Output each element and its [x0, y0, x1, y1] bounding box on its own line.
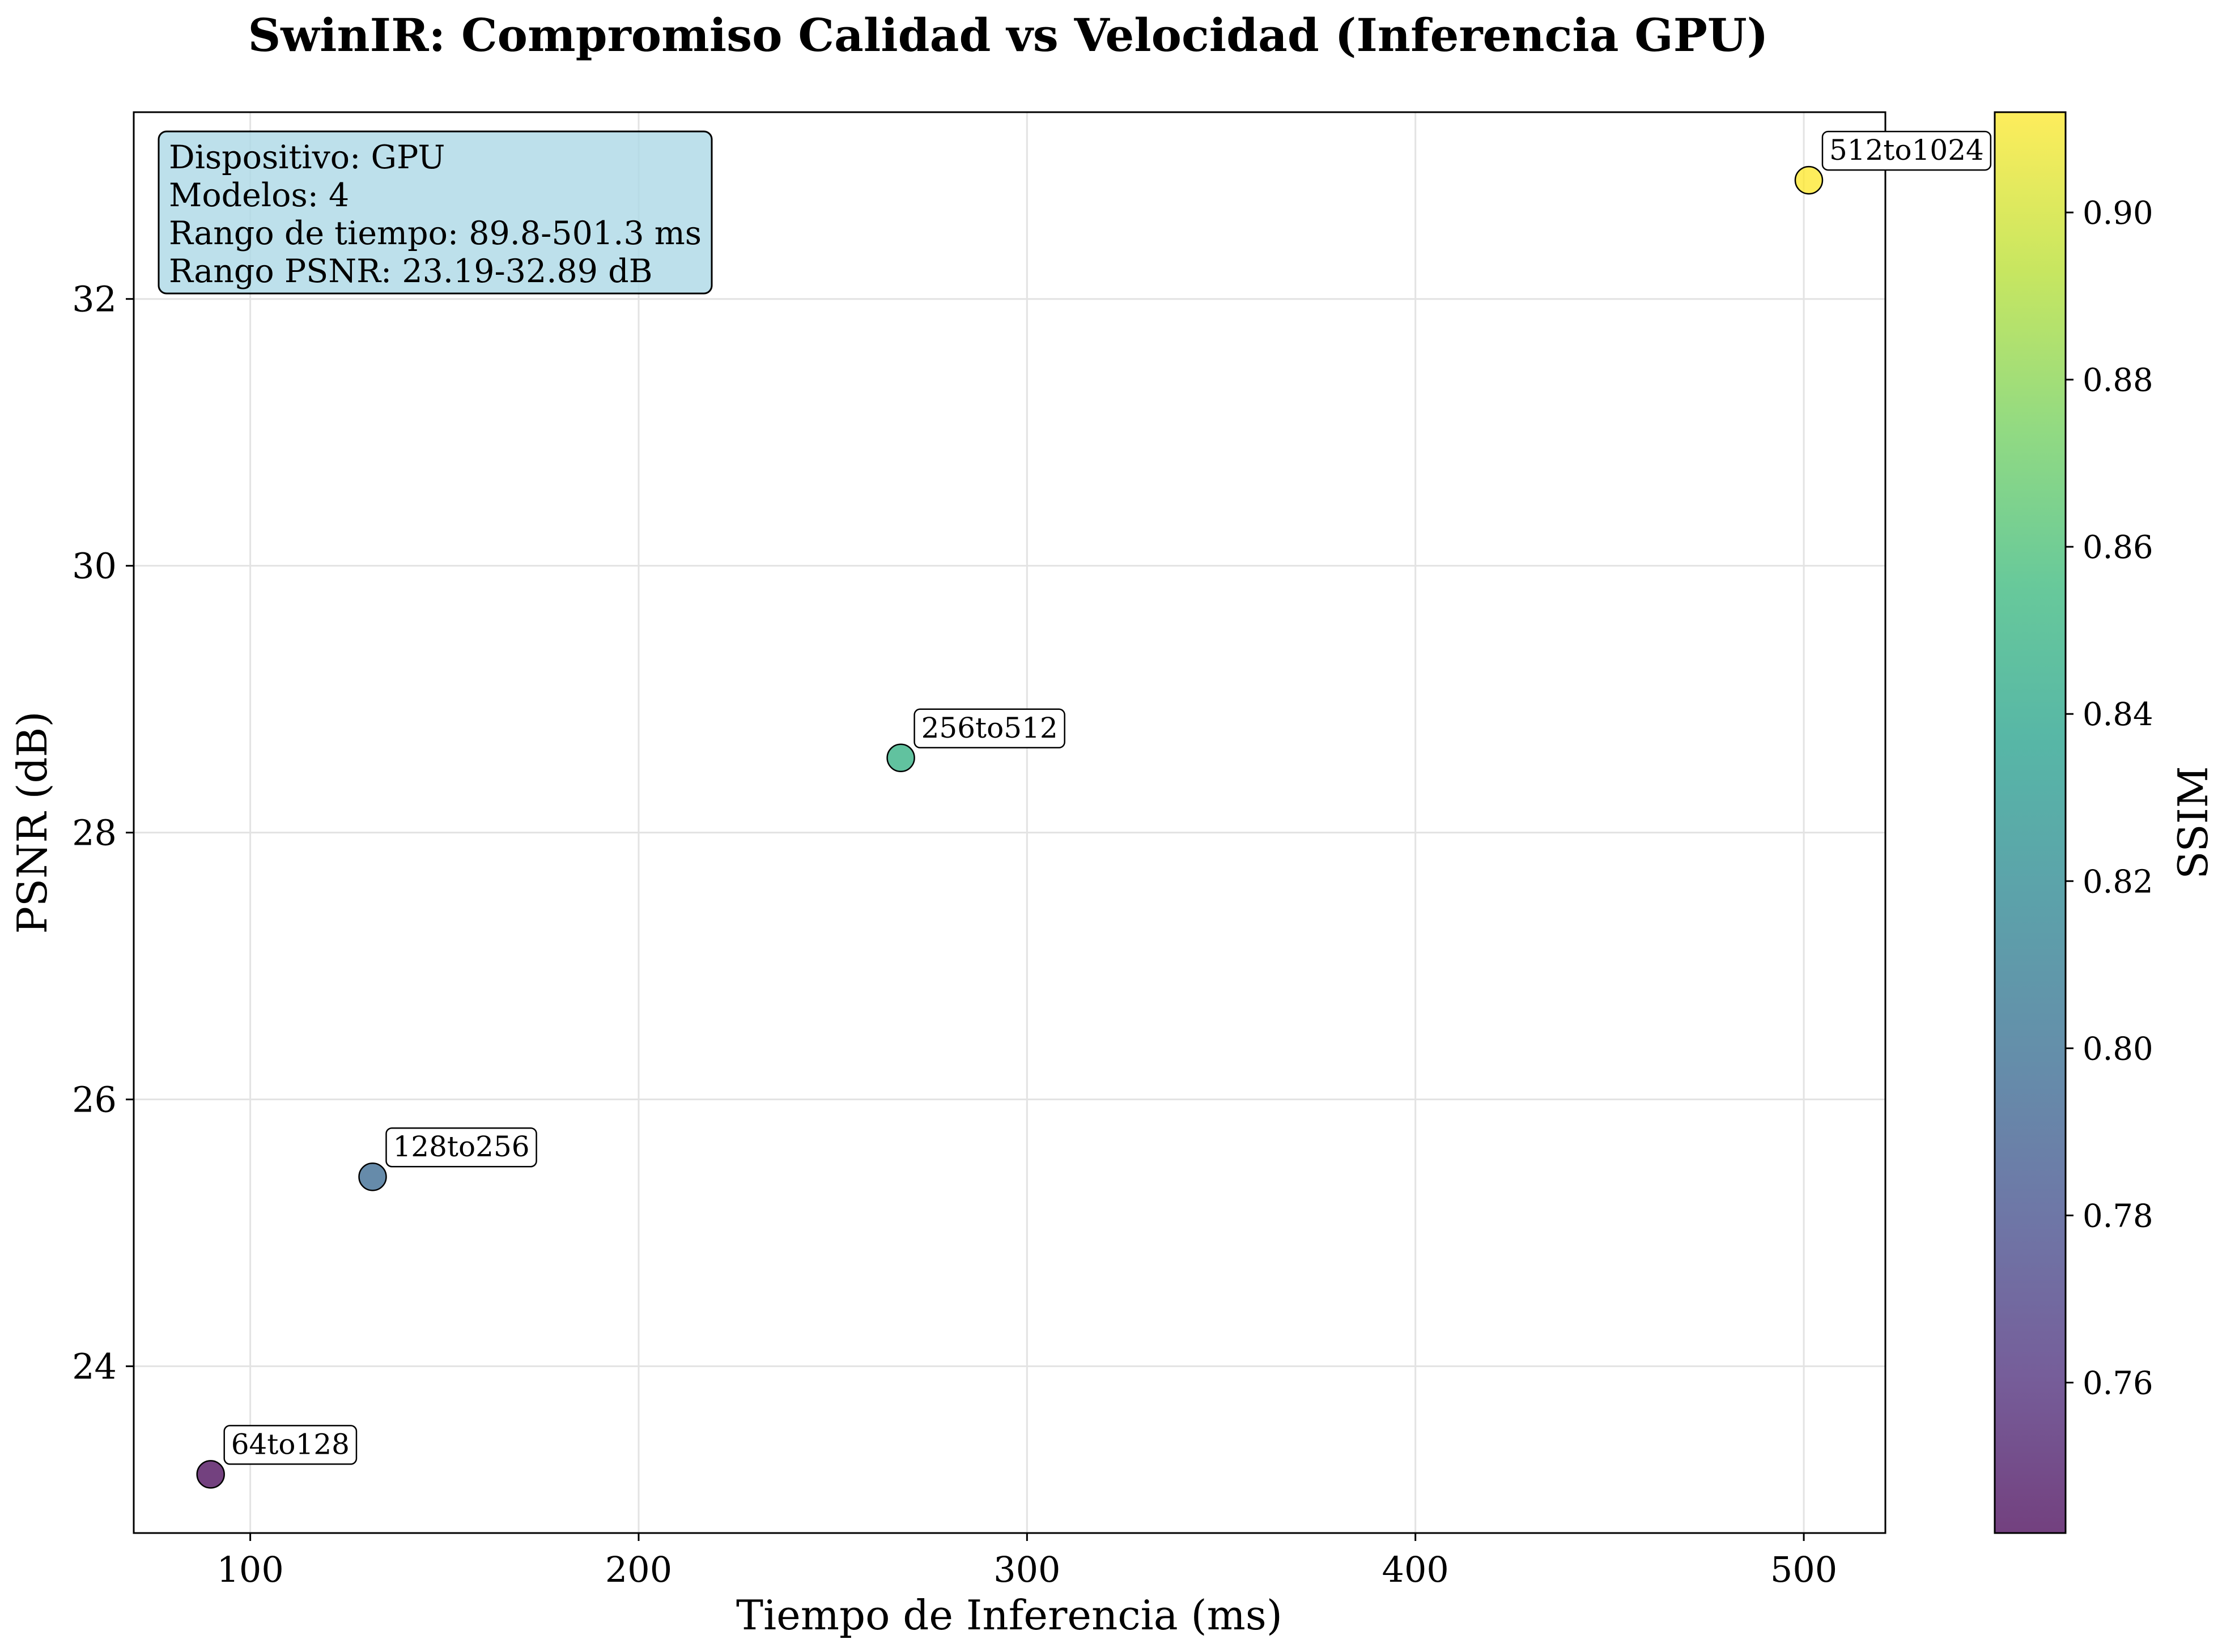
x-tick-label: 200	[605, 1549, 672, 1590]
plot-area	[133, 111, 1886, 1534]
y-tick-label: 32	[72, 279, 117, 320]
x-tick-label: 100	[216, 1549, 283, 1590]
chart-title: SwinIR: Compromiso Calidad vs Velocidad …	[248, 8, 1768, 62]
data-point	[886, 743, 915, 773]
point-label-text: 128to256	[393, 1130, 530, 1163]
point-annotations: 64to128 128to256 256to512 512to1024	[223, 130, 1992, 1465]
point-label: 128to256	[385, 1127, 537, 1168]
point-label-box	[913, 708, 1065, 749]
data-point	[358, 1162, 387, 1191]
point-label: 64to128	[223, 1425, 358, 1465]
colorbar: 0.76 0.78 0.80 0.82 0.84 0.86 0.88 0.90 SSIM	[1994, 111, 2217, 1534]
info-box-frame	[158, 130, 713, 295]
point-label-box	[223, 1425, 358, 1465]
point-label-text: 512to1024	[1829, 134, 1984, 167]
info-line: Rango PSNR: 23.19-32.89 dB	[169, 253, 652, 290]
y-tick-label: 28	[72, 812, 117, 854]
y-axis-label: PSNR (dB)	[9, 711, 56, 934]
colorbar-gradient	[1994, 111, 2067, 1534]
info-line: Dispositivo: GPU	[169, 139, 445, 176]
x-tick-label: 300	[993, 1549, 1060, 1590]
colorbar-tick-label: 0.82	[2083, 863, 2153, 900]
y-tick-label: 30	[72, 546, 117, 587]
axis-ticks: 100 200 300 400 500 24 26 28 30 32	[72, 279, 1837, 1590]
colorbar-tick-label: 0.78	[2083, 1198, 2153, 1234]
colorbar-tick-label: 0.90	[2083, 195, 2153, 232]
y-tick-label: 24	[72, 1346, 117, 1387]
colorbar-tick-label: 0.80	[2083, 1031, 2153, 1067]
x-axis-label: Tiempo de Inferencia (ms)	[736, 1591, 1282, 1639]
x-tick-label: 400	[1382, 1549, 1449, 1590]
point-label: 512to1024	[1821, 130, 1992, 171]
point-label-box	[385, 1127, 537, 1168]
colorbar-label: SSIM	[2169, 766, 2217, 879]
info-line: Modelos: 4	[169, 177, 349, 214]
point-label-text: 256to512	[921, 712, 1058, 744]
point-label-text: 64to128	[231, 1428, 350, 1461]
info-line: Rango de tiempo: 89.8-501.3 ms	[169, 215, 702, 252]
colorbar-tick-label: 0.76	[2083, 1365, 2153, 1402]
grid	[134, 112, 1885, 1533]
x-tick-label: 500	[1770, 1549, 1837, 1590]
point-label-box	[1821, 130, 1992, 171]
data-point	[1794, 165, 1824, 195]
scatter-points	[196, 165, 1824, 1489]
colorbar-tick-label: 0.88	[2083, 362, 2153, 399]
colorbar-ticks: 0.76 0.78 0.80 0.82 0.84 0.86 0.88 0.90	[2066, 195, 2153, 1402]
data-point	[196, 1460, 225, 1489]
point-label: 256to512	[913, 708, 1065, 749]
colorbar-tick-label: 0.86	[2083, 529, 2153, 566]
y-tick-label: 26	[72, 1079, 117, 1121]
colorbar-tick-label: 0.84	[2083, 696, 2153, 733]
